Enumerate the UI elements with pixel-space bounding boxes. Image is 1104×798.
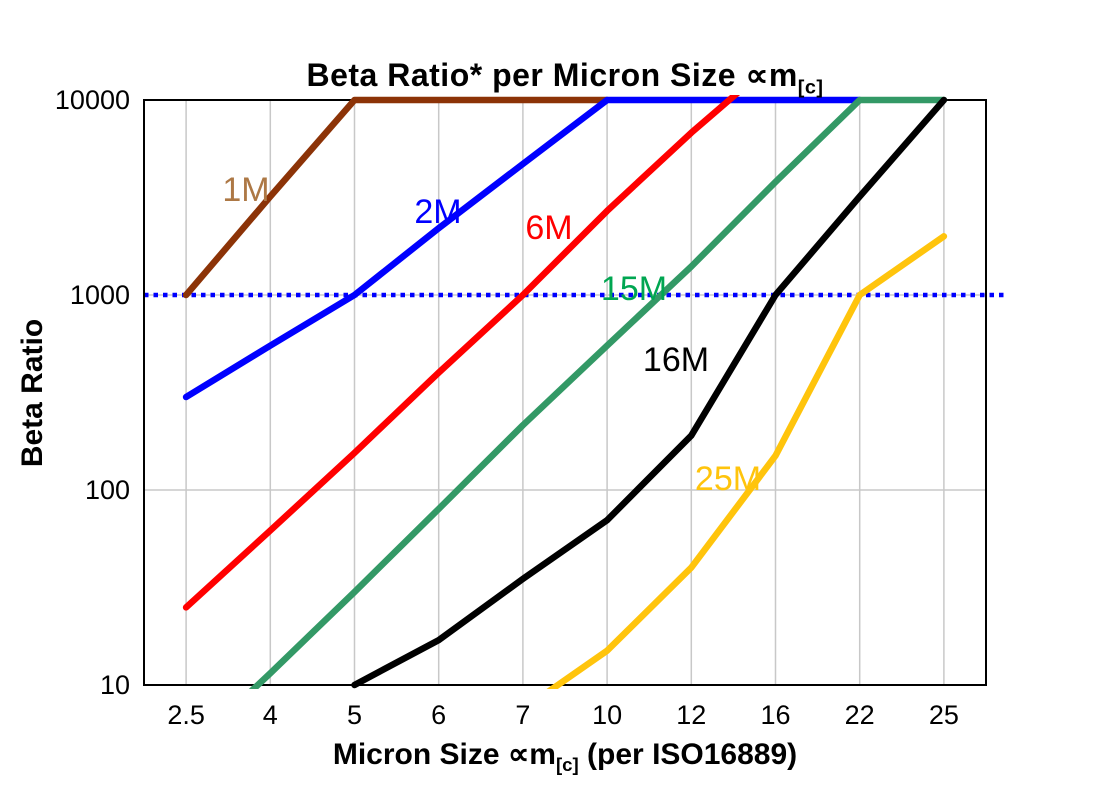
series-line-6m: [182, 95, 741, 611]
series-label-15m: 15M: [600, 270, 668, 308]
chart-title-subscript: [c]: [797, 76, 824, 99]
x-axis-title-text: Micron Size ∝m: [332, 738, 556, 771]
x-axis-title: Micron Size ∝m[c] (per ISO16889): [144, 737, 986, 776]
x-tick-label-16: 16: [760, 700, 791, 730]
x-tick-label-7: 7: [515, 700, 531, 730]
series-line-16m: [351, 96, 948, 689]
series-line-1m: [182, 96, 611, 299]
series-label-25m: 25M: [694, 460, 762, 498]
x-axis-title-suffix: (per ISO16889): [578, 738, 798, 771]
series-label-1m: 1M: [222, 171, 270, 209]
series-label-6m: 6M: [525, 209, 573, 247]
x-tick-label-10: 10: [592, 700, 623, 730]
chart-title-text: Beta Ratio* per Micron Size ∝m: [306, 57, 798, 93]
y-axis-title: Beta Ratio: [16, 318, 49, 468]
x-tick-label-4: 4: [262, 700, 278, 730]
x-tick-label-5: 5: [346, 700, 363, 730]
y-tick-label-10000: 10000: [54, 85, 130, 115]
x-tick-label-2-5: 2.5: [167, 700, 205, 730]
x-tick-label-25: 25: [928, 700, 959, 730]
series-line-2m: [182, 96, 863, 401]
series-label-2m: 2M: [414, 193, 462, 231]
series-line-15m: [248, 96, 948, 689]
chart-title: Beta Ratio* per Micron Size ∝m[c]: [144, 56, 986, 99]
y-tick-label-1000: 1000: [69, 280, 130, 310]
x-tick-label-6: 6: [431, 700, 447, 730]
y-tick-label-10: 10: [99, 670, 130, 700]
x-tick-label-22: 22: [844, 700, 875, 730]
y-tick-label-100: 100: [84, 475, 130, 505]
x-axis-title-subscript: [c]: [555, 754, 579, 775]
series-label-16m: 16M: [642, 341, 710, 379]
x-tick-label-12: 12: [676, 700, 707, 730]
series-line-25m: [546, 233, 948, 689]
